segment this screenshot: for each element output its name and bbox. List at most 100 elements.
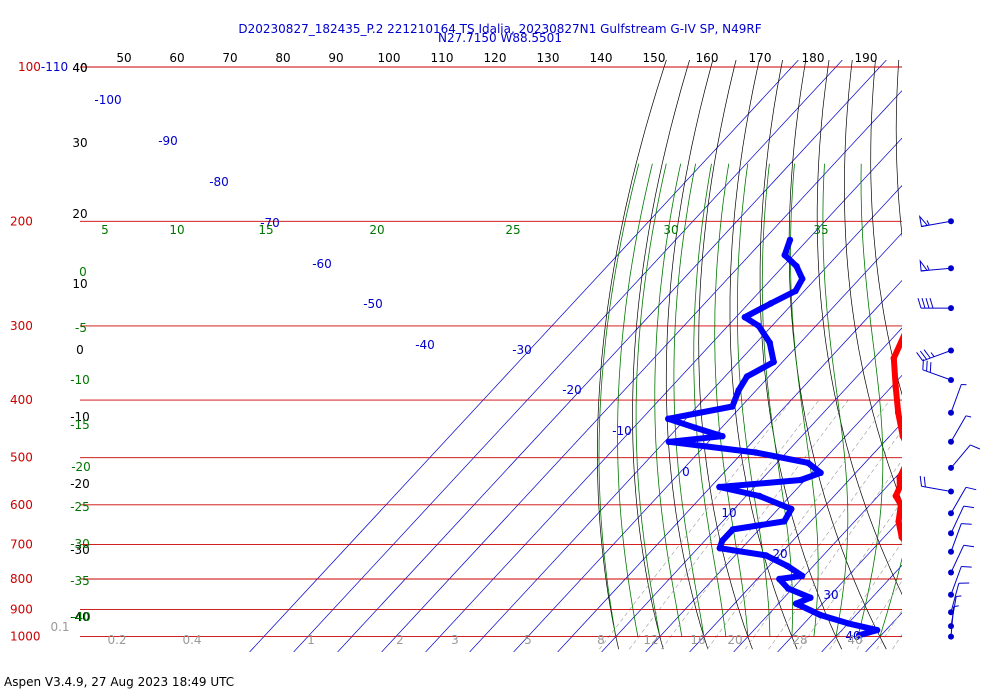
moist-adiabat-label: -40	[71, 610, 91, 624]
top-scale-label: 180	[802, 51, 825, 65]
moist-adiabat-top-label: 30	[663, 223, 678, 237]
chart-title-line1: D20230827_182435_P.2 221210164 TS Idalia…	[238, 22, 761, 36]
mixing-ratio-label: 0.4	[182, 633, 201, 647]
dry-adiabat-line	[632, 60, 691, 650]
moist-adiabat-line	[924, 164, 1000, 637]
dewpoint-profile-point	[762, 552, 770, 559]
top-scale-label: 120	[484, 51, 507, 65]
moist-adiabat-top-label: 35	[813, 223, 828, 237]
dewpoint-profile-point	[799, 275, 806, 283]
top-scale-label: 70	[222, 51, 237, 65]
temperature-profile-point	[928, 237, 934, 243]
dry-adiabat-line	[698, 60, 753, 650]
top-scale-label: 60	[169, 51, 184, 65]
top-scale-label: 80	[275, 51, 290, 65]
dewpoint-profile-point	[776, 575, 783, 583]
dewpoint-profile-point	[807, 594, 814, 601]
isotherm-line	[954, 60, 1000, 652]
dry-adiabat-label: -30	[70, 543, 90, 557]
temperature-profile-point	[905, 323, 911, 329]
isotherm-line	[733, 469, 902, 652]
mixing-ratio-line	[768, 459, 902, 650]
moist-adiabat-label: -35	[70, 574, 90, 588]
isotherm-line	[601, 327, 902, 652]
isotherm-label: -100	[94, 93, 121, 107]
top-scale-label: 190	[855, 51, 878, 65]
mixing-ratio-label: 16	[690, 633, 705, 647]
dewpoint-profile-point	[797, 476, 804, 484]
top-scale-label: 170	[749, 51, 772, 65]
wind-barb	[922, 359, 954, 383]
moist-adiabat-label: -10	[70, 373, 90, 387]
temperature-profile-point	[896, 483, 902, 491]
temperature-profile-point	[911, 606, 917, 612]
chart-title-line2: N27.7150 W88.5501	[438, 31, 562, 45]
mixing-ratio-line	[799, 500, 902, 650]
wind-barb	[948, 544, 975, 576]
isotherm-label: 30	[823, 588, 838, 602]
pressure-label: 500	[10, 451, 33, 465]
dewpoint-profile-point	[716, 483, 723, 491]
sounding-profiles	[665, 236, 934, 641]
dewpoint-profile-point	[665, 438, 673, 445]
dewpoint-profile-point	[788, 505, 795, 513]
wind-barb	[916, 347, 954, 362]
isotherm-label: -20	[562, 383, 582, 397]
dry-adiabat-label: 40	[72, 61, 87, 75]
isotherm-label: -80	[209, 175, 229, 189]
dewpoint-profile-point	[719, 537, 726, 544]
mixing-ratio-line	[829, 541, 902, 650]
mixing-ratio-line	[599, 399, 792, 650]
mixing-ratio-line	[917, 400, 1000, 649]
dry-adiabat-label: 10	[72, 277, 87, 291]
dry-adiabat-label: 0	[76, 343, 84, 357]
dewpoint-profile-point	[719, 433, 726, 440]
dry-adiabat-line	[991, 42, 1000, 649]
isotherm-line	[337, 60, 887, 652]
wind-barb	[917, 297, 954, 312]
dewpoint-profile-point	[767, 300, 774, 307]
temperature-profile-point	[899, 433, 902, 440]
temperature-profile-point	[905, 444, 911, 450]
pressure-label: 600	[10, 498, 33, 512]
dry-adiabat-label: -10	[70, 410, 90, 424]
temperature-profile-point	[906, 455, 912, 461]
mixing-ratio-line	[892, 634, 902, 650]
moist-adiabat-label: -20	[71, 460, 91, 474]
dewpoint-profile-point	[716, 545, 723, 552]
temperature-profile	[890, 332, 902, 543]
wind-barb	[948, 415, 972, 445]
dry-adiabat-line	[969, 42, 1000, 649]
wind-barb	[919, 475, 954, 495]
wind-barb	[948, 566, 972, 598]
wind-barb	[948, 486, 977, 517]
wind-barb	[948, 605, 959, 640]
mixing-ratio-label: 2	[396, 633, 404, 647]
isotherm-line	[469, 185, 902, 652]
temperature-profile-point	[908, 569, 914, 575]
temperature-profile-point	[892, 383, 899, 391]
isotherm-label: -50	[363, 297, 383, 311]
dry-adiabat-label: 30	[72, 136, 87, 150]
pressure-label: 700	[10, 538, 33, 552]
top-scale-label: 50	[116, 51, 131, 65]
wind-barb	[948, 505, 975, 537]
mixing-ratio-label: 20	[727, 633, 742, 647]
mixing-ratio-label: 3	[451, 633, 459, 647]
top-scale-label: 160	[696, 51, 719, 65]
dewpoint-profile-point	[793, 263, 800, 270]
dry-adiabat-line	[895, 60, 902, 238]
dewpoint-profile-point	[665, 415, 672, 422]
temperature-profile-point	[895, 518, 902, 525]
dewpoint-profile-point	[792, 287, 799, 295]
top-scale-label: 40	[72, 61, 87, 75]
dry-adiabat-label: -20	[70, 477, 90, 491]
dewpoint-profile-point	[783, 562, 791, 569]
temperature-profile-point	[890, 355, 897, 362]
moist-adiabat-top-label: 5	[101, 223, 109, 237]
temperature-profile-point	[911, 635, 917, 641]
top-scale-label: 150	[643, 51, 666, 65]
dewpoint-profile-point	[784, 585, 792, 592]
dewpoint-profile-point	[741, 314, 748, 321]
